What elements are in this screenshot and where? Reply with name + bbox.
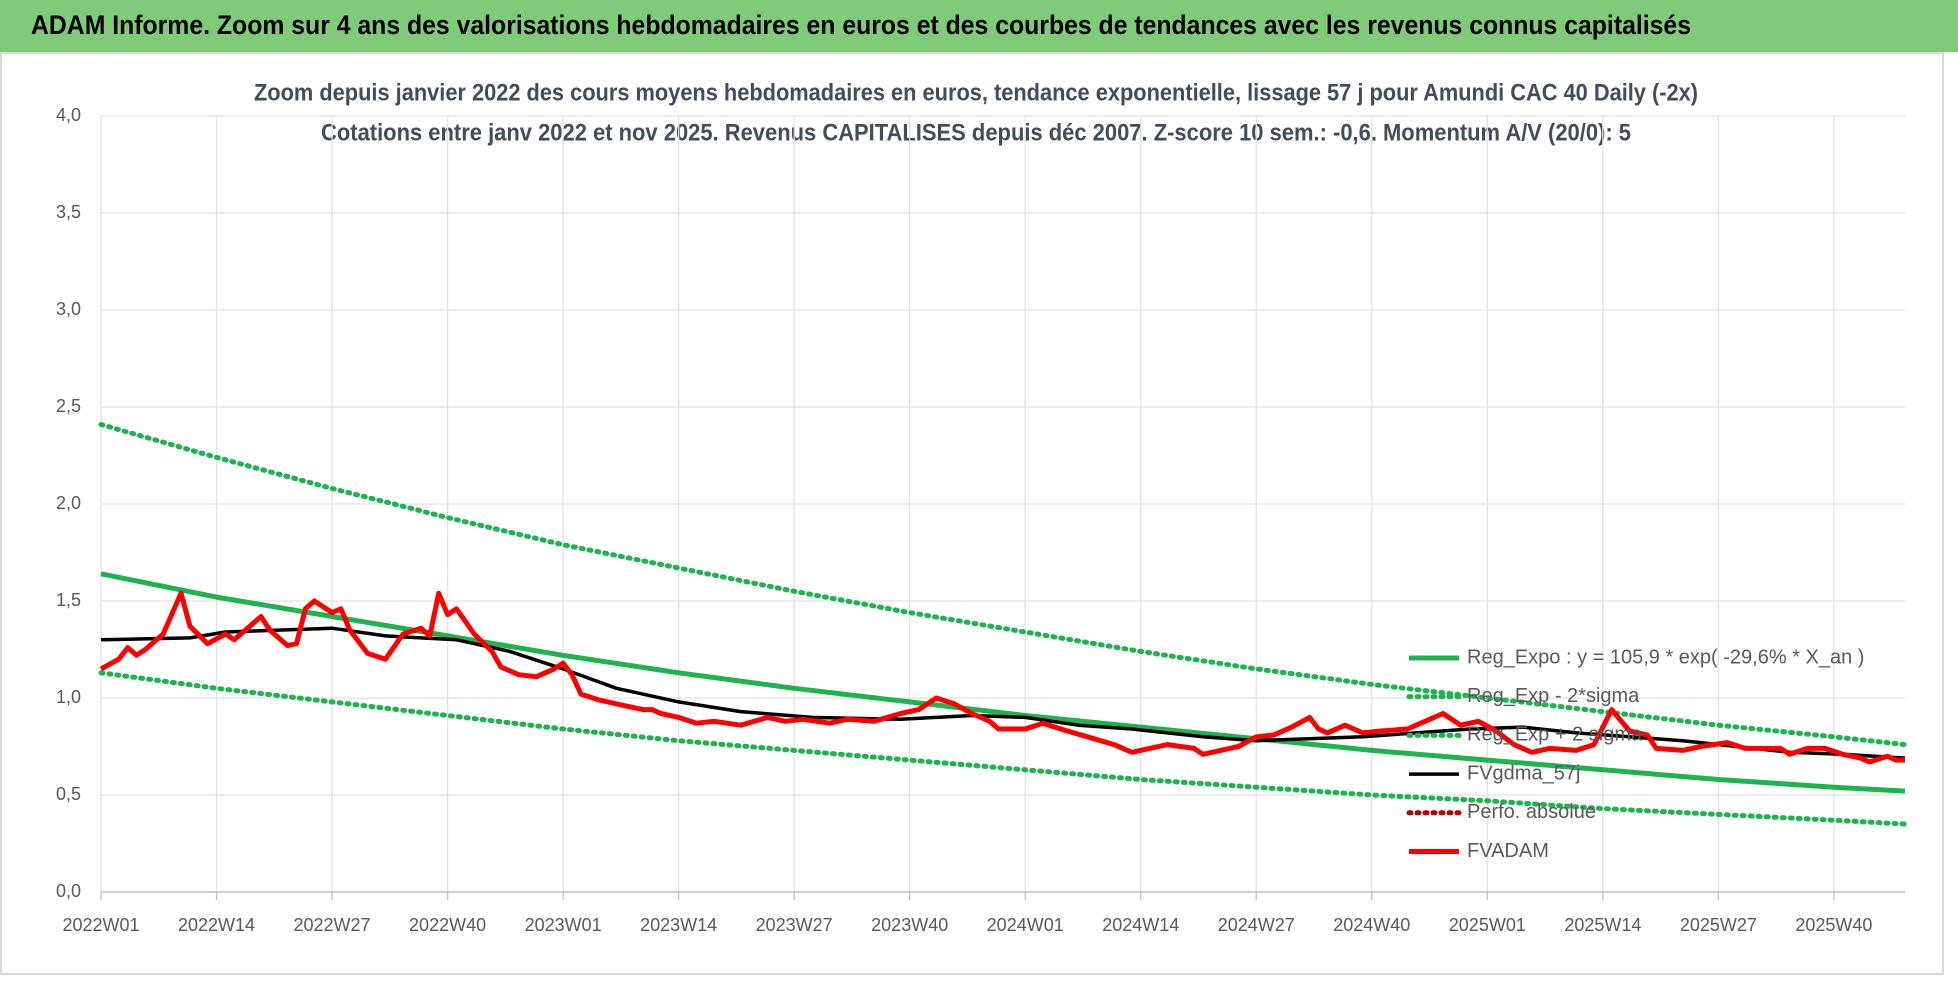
y-tick-label: 1,5	[56, 590, 81, 610]
x-tick-label: 2022W01	[62, 915, 139, 935]
x-tick-label: 2022W40	[409, 915, 486, 935]
x-tick-label: 2024W27	[1218, 915, 1295, 935]
x-tick-label: 2025W27	[1680, 915, 1757, 935]
legend-label: Perfo. absolue	[1467, 801, 1596, 823]
header-title: ADAM Informe. Zoom sur 4 ans des valoris…	[31, 10, 1691, 40]
y-tick-label: 2,5	[56, 396, 81, 416]
y-tick-label: 4,0	[56, 105, 81, 125]
x-tick-label: 2022W27	[294, 915, 371, 935]
y-tick-label: 3,5	[56, 202, 81, 222]
x-tick-label: 2024W14	[1102, 915, 1179, 935]
x-tick-label: 2023W27	[756, 915, 833, 935]
legend-label: FVADAM	[1467, 840, 1549, 862]
header-bar	[0, 0, 1958, 52]
chart-frame	[0, 52, 1944, 975]
y-tick-label: 1,0	[56, 687, 81, 707]
chart-title: Zoom depuis janvier 2022 des cours moyen…	[254, 79, 1698, 106]
y-tick-label: 3,0	[56, 299, 81, 319]
x-tick-label: 2024W40	[1333, 915, 1410, 935]
legend-label: Reg_Expo : y = 105,9 * exp( -29,6% * X_a…	[1467, 646, 1864, 668]
x-tick-label: 2025W01	[1449, 915, 1526, 935]
y-tick-label: 0,5	[56, 784, 81, 804]
chart-subtitle: Cotations entre janv 2022 et nov 2025. R…	[321, 119, 1631, 146]
x-tick-label: 2025W14	[1564, 915, 1641, 935]
x-tick-label: 2023W14	[640, 915, 717, 935]
y-tick-label: 2,0	[56, 493, 81, 513]
y-tick-label: 0,0	[56, 881, 81, 901]
x-tick-label: 2025W40	[1795, 915, 1872, 935]
series-line	[98, 422, 1908, 748]
x-tick-label: 2023W40	[871, 915, 948, 935]
legend-label: Reg_Exp + 2 sigma	[1467, 724, 1643, 746]
x-tick-label: 2022W14	[178, 915, 255, 935]
x-tick-label: 2023W01	[525, 915, 602, 935]
series-line	[100, 626, 1906, 760]
series-line	[99, 590, 1905, 765]
legend-label: Reg_Exp - 2*sigma	[1467, 685, 1640, 707]
x-tick-label: 2024W01	[987, 915, 1064, 935]
series-line	[98, 670, 1908, 827]
legend-label: FVgdma_57j	[1467, 762, 1580, 784]
